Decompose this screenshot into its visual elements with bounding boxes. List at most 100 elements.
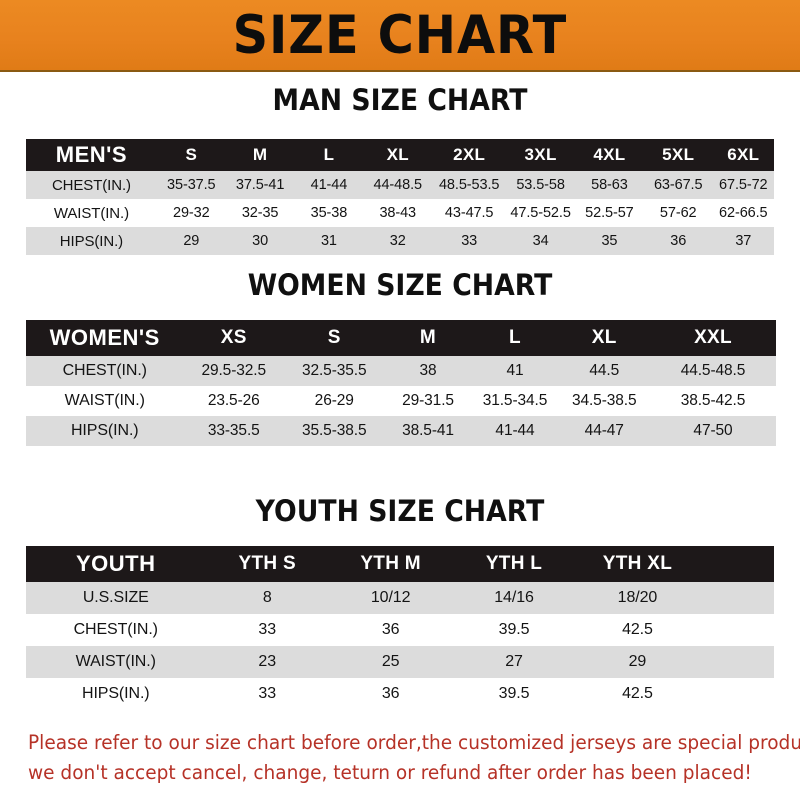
youth-cell-pad [699,678,774,710]
youth-cell: 33 [205,614,329,646]
women-cell: 44.5 [558,356,650,386]
women-header-size-3: M [384,320,472,356]
youth-size-chart-table-wrap: YOUTH YTH S YTH M YTH L YTH XL U.S.SIZE 8 10/12… [26,546,774,710]
men-header-size-2: M [225,139,295,171]
youth-row-label: HIPS(IN.) [26,678,206,710]
women-row-label: CHEST(IN.) [26,356,184,386]
men-table-row: CHEST(IN.) 35-37.5 37.5-41 41-44 44-48.5 48.5… [26,171,774,199]
men-cell: 29 [156,227,226,255]
women-cell: 44.5-48.5 [650,356,776,386]
youth-row-label: U.S.SIZE [26,582,206,614]
women-size-chart-table: WOMEN'S XS S M L XL XXL CHEST(IN.) 29.5-32.5 32.5… [26,320,776,446]
youth-cell: 23 [205,646,329,678]
men-row-label: CHEST(IN.) [26,171,157,199]
youth-cell: 36 [328,678,453,710]
men-cell: 30 [225,227,295,255]
women-cell: 31.5-34.5 [471,386,559,416]
men-cell: 34 [506,227,575,255]
youth-cell: 42.5 [575,678,700,710]
men-cell: 58-63 [575,171,644,199]
men-cell: 29-32 [156,199,226,227]
women-cell: 47-50 [650,416,776,446]
men-cell: 53.5-58 [506,171,575,199]
women-header-size-2: S [284,320,385,356]
men-cell: 31 [294,227,364,255]
men-header-size-8: 5XL [643,139,713,171]
men-cell: 47.5-52.5 [506,199,575,227]
order-policy-note-line-2: we don't accept cancel, change, teturn o… [28,761,752,784]
women-header-size-1: XS [183,320,284,356]
youth-header-row: YOUTH YTH S YTH M YTH L YTH XL [26,546,774,582]
men-header-label: MEN'S [26,139,157,171]
order-policy-note: Please refer to our size chart before or… [28,728,800,788]
women-cell: 34.5-38.5 [558,386,650,416]
men-cell: 52.5-57 [575,199,644,227]
women-cell: 41 [471,356,559,386]
men-row-label: HIPS(IN.) [26,227,157,255]
men-header-size-6: 3XL [506,139,575,171]
men-header-size-9: 6XL [712,139,774,171]
women-table-row: WAIST(IN.) 23.5-26 26-29 29-31.5 31.5-34.5 34… [26,386,776,416]
men-cell: 35 [575,227,644,255]
men-cell: 48.5-53.5 [432,171,507,199]
women-cell: 38.5-42.5 [650,386,776,416]
women-cell: 44-47 [558,416,650,446]
man-size-chart-heading: MAN SIZE CHART [272,83,528,117]
men-cell: 32-35 [225,199,295,227]
women-header-size-4: L [471,320,559,356]
men-cell: 33 [432,227,507,255]
men-cell: 37 [712,227,774,255]
men-cell: 67.5-72 [712,171,774,199]
women-header-label: WOMEN'S [26,320,184,356]
youth-size-chart-table: YOUTH YTH S YTH M YTH L YTH XL U.S.SIZE 8 10/12… [26,546,774,710]
men-cell: 36 [643,227,713,255]
men-cell: 35-38 [294,199,364,227]
youth-cell: 33 [205,678,329,710]
youth-cell-pad [699,614,774,646]
men-header-size-4: XL [363,139,433,171]
men-cell: 63-67.5 [643,171,713,199]
youth-table-row: WAIST(IN.) 23 25 27 29 [26,646,774,678]
men-cell: 35-37.5 [156,171,226,199]
men-cell: 41-44 [294,171,364,199]
youth-cell: 27 [452,646,576,678]
men-header-size-3: L [294,139,364,171]
women-size-chart-heading: WOMEN SIZE CHART [247,268,553,302]
women-header-row: WOMEN'S XS S M L XL XXL [26,320,776,356]
youth-table-row: HIPS(IN.) 33 36 39.5 42.5 [26,678,774,710]
women-cell: 29-31.5 [384,386,472,416]
youth-cell-pad [699,646,774,678]
women-table-row: CHEST(IN.) 29.5-32.5 32.5-35.5 38 41 44.5 44.5… [26,356,776,386]
youth-cell: 18/20 [575,582,700,614]
men-cell: 43-47.5 [432,199,507,227]
youth-cell: 39.5 [452,614,576,646]
men-header-row: MEN'S S M L XL 2XL 3XL 4XL 5XL 6XL [26,139,774,171]
women-row-label: WAIST(IN.) [26,386,184,416]
men-cell: 62-66.5 [712,199,774,227]
youth-cell: 36 [328,614,453,646]
women-table-row: HIPS(IN.) 33-35.5 35.5-38.5 38.5-41 41-44 44-… [26,416,776,446]
youth-header-pad [699,546,774,582]
youth-cell: 14/16 [452,582,576,614]
women-cell: 33-35.5 [183,416,284,446]
youth-cell: 8 [205,582,329,614]
women-size-chart-table-wrap: WOMEN'S XS S M L XL XXL CHEST(IN.) 29.5-32.5 32.5… [26,320,776,446]
women-cell: 29.5-32.5 [183,356,284,386]
women-cell: 41-44 [471,416,559,446]
youth-cell: 10/12 [328,582,453,614]
women-cell: 32.5-35.5 [284,356,385,386]
youth-header-label: YOUTH [26,546,206,582]
women-header-size-6: XXL [650,320,776,356]
page-banner: SIZE CHART [0,0,800,72]
women-cell: 38.5-41 [384,416,472,446]
youth-header-size-4: YTH XL [575,546,700,582]
women-cell: 35.5-38.5 [284,416,385,446]
men-table-row: WAIST(IN.) 29-32 32-35 35-38 38-43 43-47.5 47.… [26,199,774,227]
men-cell: 37.5-41 [225,171,295,199]
women-header-size-5: XL [558,320,650,356]
youth-cell-pad [699,582,774,614]
youth-cell: 25 [328,646,453,678]
man-size-chart-table: MEN'S S M L XL 2XL 3XL 4XL 5XL 6XL CHEST(IN.) 35-37… [26,139,774,255]
women-cell: 38 [384,356,472,386]
